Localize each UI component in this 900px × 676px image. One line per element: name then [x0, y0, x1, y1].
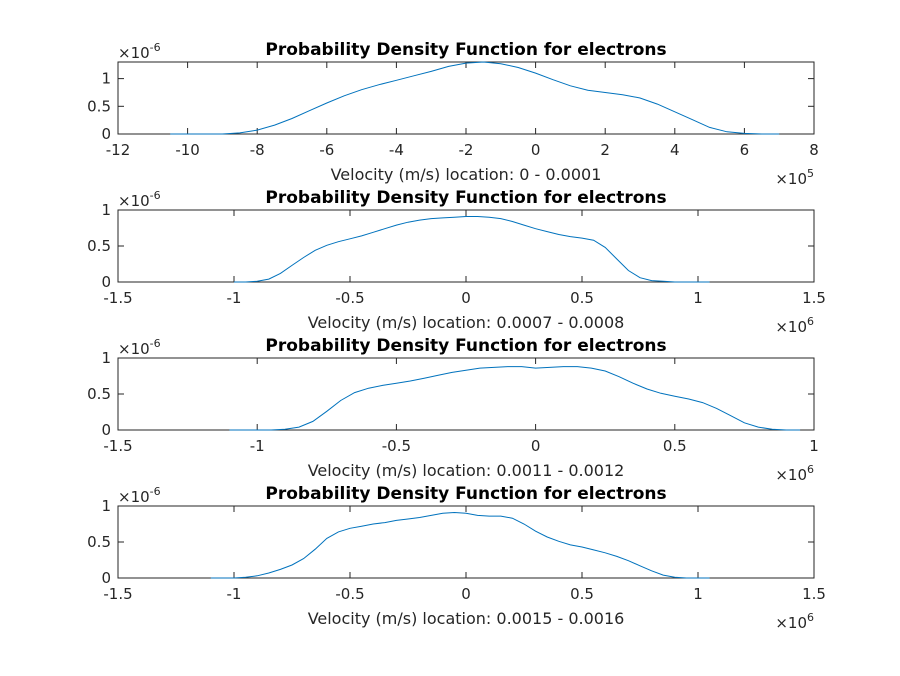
x-tick-label: 0: [461, 289, 471, 307]
series-line: [170, 61, 780, 135]
x-exponent-value: 6: [807, 611, 814, 624]
x-tick-label: 0: [531, 141, 541, 159]
subplot-2: Probability Density Function for electro…: [87, 188, 826, 336]
y-exponent-label: ×10-6: [118, 41, 161, 62]
x-tick-label: -1.5: [103, 437, 132, 455]
y-tick-label: 0: [101, 125, 111, 143]
y-exponent-label: ×10-6: [118, 337, 161, 358]
y-tick-label: 0.5: [87, 237, 111, 255]
x-tick-label: 4: [670, 141, 680, 159]
x-tick-label: -1: [250, 437, 265, 455]
chart-title: Probability Density Function for electro…: [265, 336, 666, 356]
axes-box: [117, 357, 815, 431]
x-tick-label: -1.5: [103, 289, 132, 307]
y-exponent-value: -6: [150, 337, 161, 350]
subplot-3: Probability Density Function for electro…: [87, 336, 819, 484]
x-tick-label: -1.5: [103, 585, 132, 603]
y-tick-label: 1: [101, 497, 111, 515]
chart-title: Probability Density Function for electro…: [265, 484, 666, 504]
x-tick-label: -10: [175, 141, 200, 159]
y-tick-label: 0: [101, 421, 111, 439]
axes-box: [117, 505, 815, 579]
x-tick-label: -0.5: [335, 585, 364, 603]
y-tick-label: 1: [101, 201, 111, 219]
x-exponent-label: ×106: [775, 315, 814, 336]
x-tick-label: 1.5: [802, 585, 826, 603]
y-tick-label: 0.5: [87, 533, 111, 551]
y-exponent-value: -6: [150, 485, 161, 498]
x-tick-label: -4: [389, 141, 404, 159]
x-tick-label: 0.5: [570, 289, 594, 307]
x-tick-label: -1: [227, 289, 242, 307]
x-axis-label: Velocity (m/s) location: 0.0015 - 0.0016: [308, 609, 625, 628]
x-tick-label: 1: [809, 437, 819, 455]
y-exponent-value: -6: [150, 189, 161, 202]
x-tick-label: 2: [600, 141, 610, 159]
x-exponent-value: 6: [807, 315, 814, 328]
x-exponent-label: ×106: [775, 611, 814, 632]
x-tick-label: -1: [227, 585, 242, 603]
x-tick-label: 0.5: [570, 585, 594, 603]
x-tick-label: 6: [740, 141, 750, 159]
x-axis-label: Velocity (m/s) location: 0 - 0.0001: [331, 165, 602, 184]
y-tick-label: 0: [101, 569, 111, 587]
y-tick-label: 1: [101, 70, 111, 88]
y-tick-label: 0.5: [87, 97, 111, 115]
x-tick-label: 1.5: [802, 289, 826, 307]
series-line: [229, 366, 801, 431]
y-tick-label: 0.5: [87, 385, 111, 403]
x-tick-label: 1: [693, 289, 703, 307]
x-tick-label: 0: [461, 585, 471, 603]
x-tick-label: -8: [250, 141, 265, 159]
x-tick-label: 8: [809, 141, 819, 159]
subplot-1: Probability Density Function for electro…: [87, 40, 819, 188]
x-exponent-label: ×106: [775, 463, 814, 484]
y-exponent-label: ×10-6: [118, 189, 161, 210]
x-tick-label: 0.5: [663, 437, 687, 455]
series-line: [210, 511, 710, 579]
axes-box: [117, 61, 815, 135]
x-exponent-value: 5: [807, 167, 814, 180]
chart-title: Probability Density Function for electro…: [265, 40, 666, 60]
x-tick-label: -0.5: [335, 289, 364, 307]
series-line: [234, 216, 710, 283]
x-tick-label: 1: [693, 585, 703, 603]
subplot-4: Probability Density Function for electro…: [87, 484, 826, 632]
x-axis-label: Velocity (m/s) location: 0.0007 - 0.0008: [308, 313, 625, 332]
axes-box: [117, 209, 815, 283]
x-tick-label: 0: [531, 437, 541, 455]
y-exponent-value: -6: [150, 41, 161, 54]
x-tick-label: -12: [106, 141, 131, 159]
y-exponent-label: ×10-6: [118, 485, 161, 506]
x-tick-label: -6: [319, 141, 334, 159]
x-tick-label: -2: [459, 141, 474, 159]
x-tick-label: -0.5: [382, 437, 411, 455]
x-exponent-label: ×105: [775, 167, 814, 188]
y-tick-label: 1: [101, 349, 111, 367]
x-axis-label: Velocity (m/s) location: 0.0011 - 0.0012: [308, 461, 625, 480]
chart-title: Probability Density Function for electro…: [265, 188, 666, 208]
x-exponent-value: 6: [807, 463, 814, 476]
y-tick-label: 0: [101, 273, 111, 291]
